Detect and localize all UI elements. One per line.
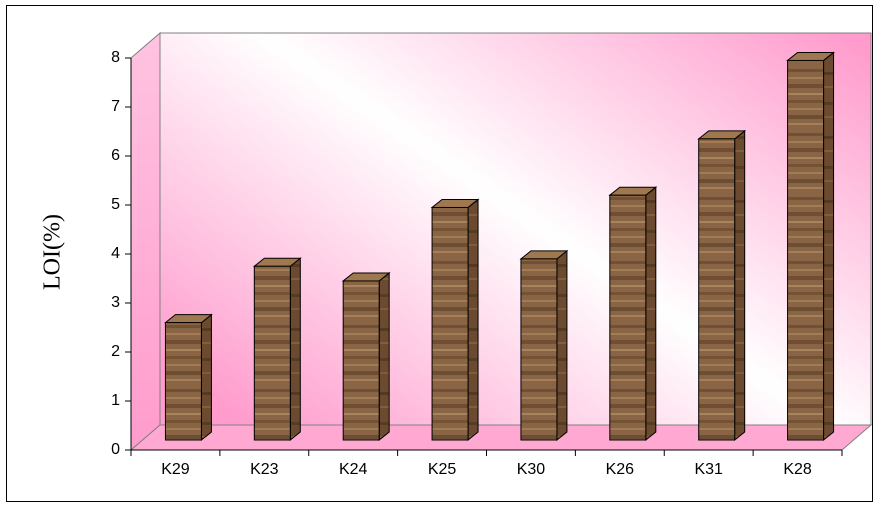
y-tick-label: 4 (111, 245, 120, 262)
y-tick-label: 6 (111, 147, 120, 164)
bar-k23 (252, 257, 302, 442)
bar-front (520, 258, 558, 441)
bar-k29 (164, 313, 213, 442)
y-tick-label: 3 (111, 294, 120, 311)
y-tick-label: 2 (111, 343, 120, 360)
bar-side (200, 313, 212, 442)
x-ticks: K29 K23 K24 K25 K30 K26 K31 K28 (130, 450, 843, 478)
x-tick-label: K24 (339, 461, 368, 478)
bar-front (431, 206, 469, 441)
x-tick-label: K26 (606, 461, 635, 478)
y-tick-label: 8 (111, 49, 120, 66)
side-wall (130, 31, 161, 452)
bar-k31 (697, 129, 747, 442)
chart-frame (6, 5, 873, 502)
bar-side (823, 51, 835, 442)
floor (129, 424, 873, 451)
bars (164, 51, 835, 442)
x-tick-label: K31 (694, 461, 723, 478)
bar-front (253, 265, 291, 441)
y-tick-label: 1 (111, 392, 120, 409)
y-axis-label: LOI(%) (40, 214, 66, 290)
bar-side (467, 198, 479, 442)
bar-k26 (608, 186, 658, 442)
x-tick-label: K28 (783, 461, 812, 478)
bar-side (289, 257, 301, 442)
bar-side (378, 271, 390, 442)
y-tick-label: 5 (111, 196, 120, 213)
bar-k28 (786, 51, 835, 442)
x-tick-label: K23 (250, 461, 279, 478)
x-tick-label: K30 (517, 461, 546, 478)
y-tick-label: 7 (111, 98, 120, 115)
bar-front (342, 280, 380, 441)
bar-k30 (519, 249, 569, 442)
bar-side (734, 129, 746, 442)
bar-side (645, 186, 657, 442)
bar-k24 (341, 271, 391, 442)
x-tick-label: K25 (428, 461, 457, 478)
bar-k25 (430, 198, 480, 442)
y-ticks: 0 1 2 3 4 5 6 7 8 (111, 49, 131, 458)
y-tick-label: 0 (111, 441, 120, 458)
x-tick-label: K29 (161, 461, 190, 478)
bar-front (787, 59, 825, 441)
bar-front (609, 194, 647, 441)
bar-front (164, 322, 202, 441)
bar-side (556, 249, 568, 442)
bar-front (698, 138, 736, 441)
